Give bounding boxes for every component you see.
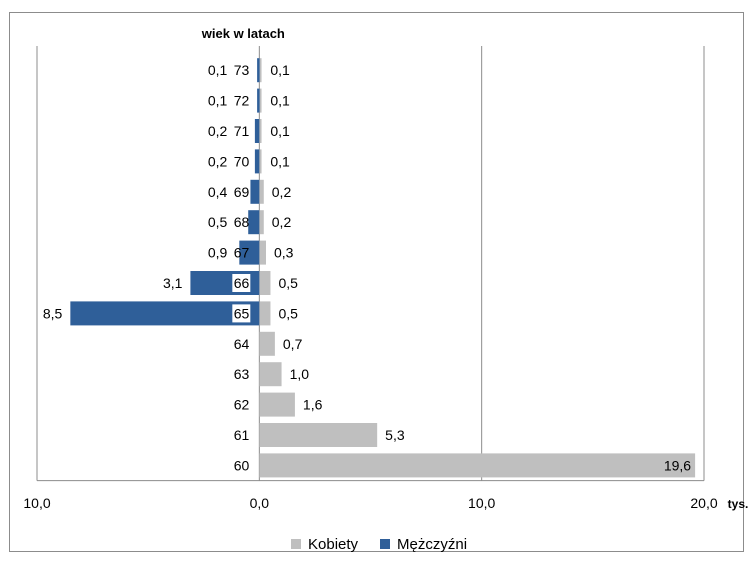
data-label-kobiety: 0,7 — [283, 336, 303, 352]
data-label-mezczyzni: 0,4 — [208, 184, 228, 200]
bar-kobiety — [259, 119, 262, 143]
category-label: 60 — [234, 457, 250, 473]
category-label: 73 — [234, 62, 250, 78]
bar-kobiety — [259, 453, 696, 478]
legend-item-mezczyzni: Mężczyźni — [380, 536, 467, 553]
bar-kobiety — [259, 271, 271, 295]
data-label-mezczyzni: 0,1 — [208, 62, 228, 78]
data-label-kobiety: 0,1 — [270, 153, 290, 169]
bar-kobiety — [259, 423, 378, 447]
data-label-mezczyzni: 0,2 — [208, 153, 228, 169]
data-label-mezczyzni: 0,1 — [208, 93, 228, 109]
data-label-kobiety: 0,2 — [272, 184, 292, 200]
bar-kobiety — [259, 331, 275, 356]
y-axis-title: wiek w latach — [201, 26, 285, 41]
bar-mezczyzni — [250, 179, 260, 204]
category-label: 62 — [234, 397, 250, 413]
bar-mezczyzni — [254, 119, 260, 143]
data-label-mezczyzni: 8,5 — [43, 305, 63, 321]
x-tick-label: 10,0 — [468, 495, 495, 511]
category-label-bg — [232, 274, 251, 292]
data-label-mezczyzni: 3,1 — [163, 275, 183, 291]
data-label-kobiety: 1,0 — [290, 366, 310, 382]
bar-mezczyzni — [70, 301, 260, 326]
x-tick-label: 10,0 — [23, 495, 50, 511]
category-label: 71 — [234, 123, 250, 139]
x-unit-label: tys. — [728, 497, 749, 511]
category-label-bg — [232, 304, 251, 323]
category-label: 63 — [234, 366, 250, 382]
bar-kobiety — [259, 210, 264, 235]
legend-item-kobiety: Kobiety — [291, 536, 358, 553]
legend-label-kobiety: Kobiety — [308, 535, 359, 553]
bar-mezczyzni — [248, 210, 260, 235]
chart-legend: Kobiety Mężczyźni — [291, 532, 467, 556]
data-label-kobiety: 0,1 — [270, 62, 290, 78]
bar-mezczyzni — [257, 88, 260, 113]
data-label-mezczyzni: 0,5 — [208, 214, 228, 230]
x-tick-label: 20,0 — [690, 495, 717, 511]
bar-kobiety — [259, 58, 262, 83]
data-label-kobiety: 0,1 — [270, 123, 290, 139]
bar-mezczyzni — [257, 58, 260, 83]
data-label-kobiety: 0,3 — [274, 245, 294, 261]
data-label-kobiety: 19,6 — [664, 457, 691, 473]
data-label-kobiety: 1,6 — [303, 397, 323, 413]
category-label: 69 — [234, 184, 250, 200]
x-tick-label: 0,0 — [250, 495, 270, 511]
bar-kobiety — [259, 301, 271, 326]
data-label-kobiety: 5,3 — [385, 427, 405, 443]
category-label: 70 — [234, 153, 250, 169]
category-label: 61 — [234, 427, 250, 443]
bar-mezczyzni — [239, 240, 260, 265]
legend-swatch-kobiety — [291, 539, 301, 549]
category-label: 66 — [234, 275, 250, 291]
bar-kobiety — [259, 88, 262, 113]
data-label-kobiety: 0,5 — [278, 305, 298, 321]
bar-kobiety — [259, 392, 295, 417]
data-label-mezczyzni: 0,2 — [208, 123, 228, 139]
bar-kobiety — [259, 362, 282, 387]
data-label-mezczyzni: 0,9 — [208, 245, 228, 261]
data-label-kobiety: 0,1 — [270, 93, 290, 109]
category-label: 67 — [234, 245, 250, 261]
data-label-kobiety: 0,2 — [272, 214, 292, 230]
bar-kobiety — [259, 179, 264, 204]
category-label: 68 — [234, 214, 250, 230]
category-label: 64 — [234, 336, 250, 352]
category-label: 65 — [234, 305, 250, 321]
bar-kobiety — [259, 240, 267, 265]
bar-mezczyzni — [254, 149, 260, 174]
category-label: 72 — [234, 93, 250, 109]
bar-kobiety — [259, 149, 262, 174]
legend-label-mezczyzni: Mężczyźni — [397, 535, 468, 553]
data-label-kobiety: 0,5 — [278, 275, 298, 291]
legend-swatch-mezczyzni — [380, 539, 391, 549]
